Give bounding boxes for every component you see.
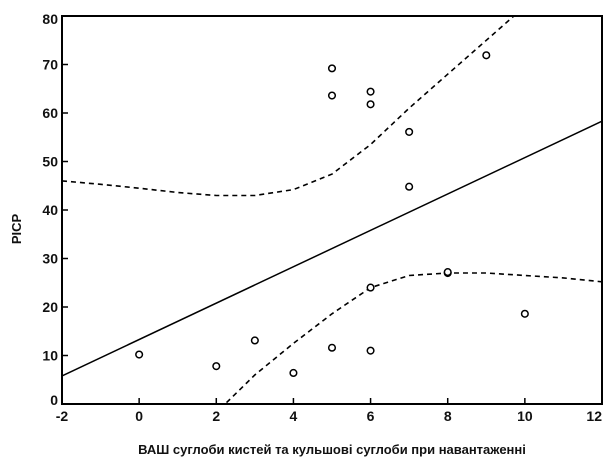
y-tick-label: 30 <box>42 251 58 267</box>
y-tick-label: 40 <box>42 202 58 218</box>
points-layer <box>135 51 529 378</box>
confidence-band-line <box>62 16 516 197</box>
y-tick-label: 50 <box>42 154 58 170</box>
data-point <box>327 343 337 352</box>
x-tick-label: -2 <box>56 408 69 424</box>
y-axis: 0 10 20 30 40 50 60 70 80 <box>42 11 68 408</box>
y-tick-label: 0 <box>50 392 58 408</box>
y-tick-label: 20 <box>42 299 58 315</box>
data-point <box>366 283 375 292</box>
x-tick-label: 8 <box>444 408 452 424</box>
x-tick-label: 0 <box>135 408 143 424</box>
data-point <box>482 51 491 60</box>
data-point <box>366 346 375 355</box>
y-tick-label: 10 <box>42 348 58 364</box>
y-tick-label: 70 <box>42 57 58 73</box>
y-tick-label: 80 <box>42 11 58 27</box>
data-point <box>289 368 298 378</box>
data-point <box>405 182 414 191</box>
data-point <box>366 87 375 96</box>
y-axis-title: PICP <box>9 214 24 245</box>
x-tick-label: 12 <box>586 408 602 424</box>
confidence-band-line <box>223 272 602 404</box>
x-tick-label: 6 <box>367 408 375 424</box>
data-point <box>405 127 414 136</box>
data-point <box>366 100 375 109</box>
data-point <box>443 268 452 277</box>
regression-line <box>62 120 602 377</box>
data-point <box>520 309 529 318</box>
data-point <box>327 91 337 100</box>
data-point <box>327 64 337 73</box>
x-axis-title: ВАШ суглоби кистей та кульшові суглоби п… <box>138 442 526 457</box>
x-axis: -2 0 2 4 6 8 10 12 <box>56 398 603 424</box>
x-tick-label: 2 <box>212 408 220 424</box>
data-point <box>212 362 221 371</box>
x-tick-label: 10 <box>517 408 533 424</box>
x-tick-label: 4 <box>290 408 298 424</box>
y-tick-label: 60 <box>42 105 58 121</box>
data-point <box>135 350 144 359</box>
lines-layer <box>62 16 602 404</box>
data-point <box>250 336 259 345</box>
